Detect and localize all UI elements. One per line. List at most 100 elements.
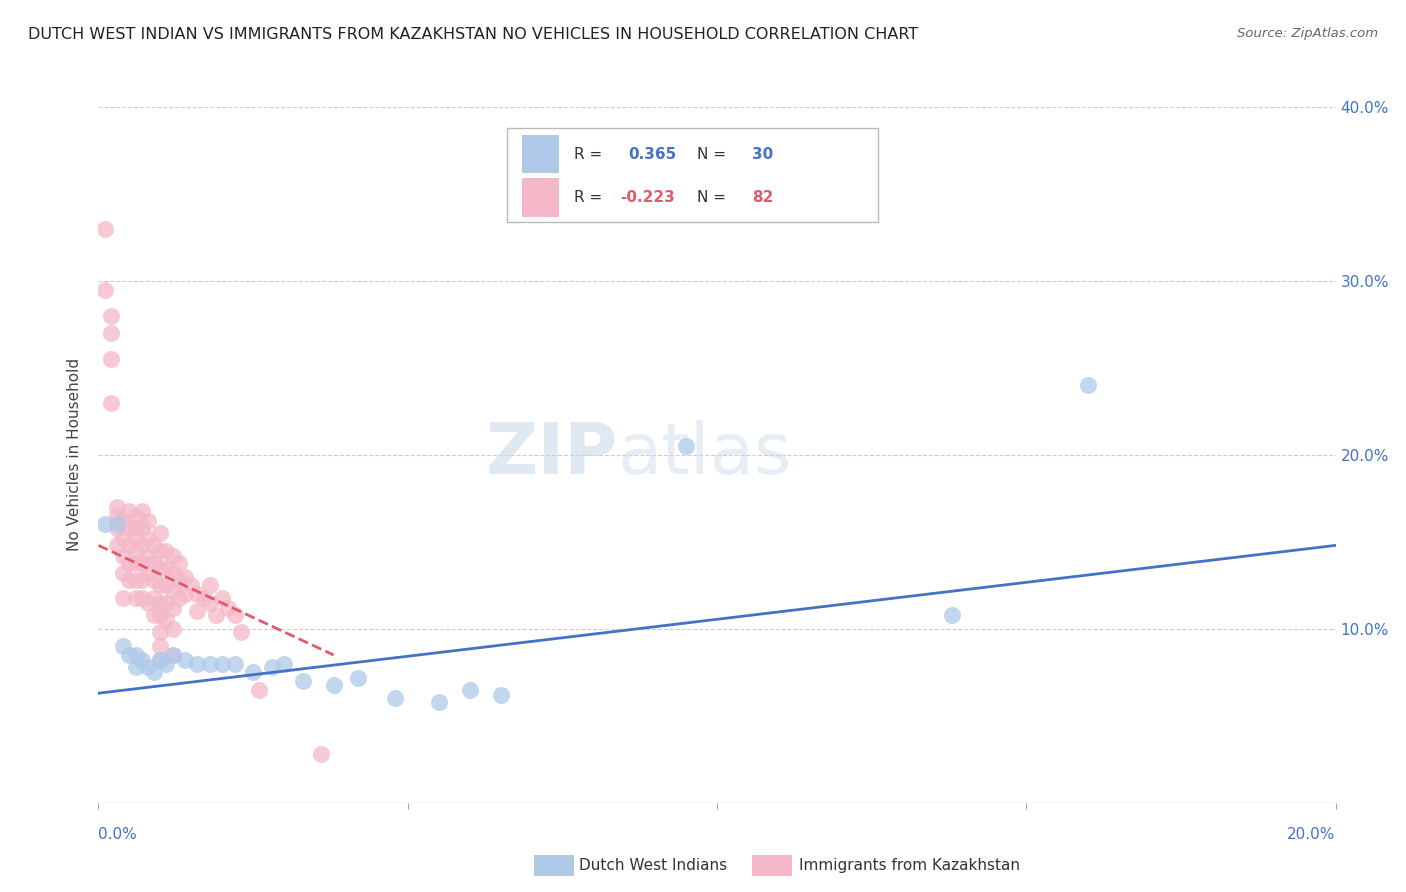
FancyBboxPatch shape <box>522 178 558 217</box>
Point <box>118 503 141 517</box>
Text: 0.365: 0.365 <box>628 147 676 161</box>
Point <box>112 566 135 581</box>
Point <box>112 591 135 605</box>
Point <box>124 591 146 605</box>
Point <box>167 591 190 605</box>
Point <box>174 653 197 667</box>
Point <box>149 653 172 667</box>
Point <box>124 648 146 662</box>
Point <box>118 648 141 662</box>
Text: 0.0%: 0.0% <box>98 827 138 841</box>
Point <box>675 439 697 453</box>
Point <box>247 682 270 697</box>
Text: R =: R = <box>574 147 606 161</box>
FancyBboxPatch shape <box>506 128 877 222</box>
Text: N =: N = <box>697 147 731 161</box>
Point <box>143 538 166 552</box>
Point <box>118 573 141 587</box>
Point <box>155 578 177 592</box>
Point <box>198 657 221 671</box>
Text: 82: 82 <box>752 190 773 205</box>
Point <box>162 566 184 581</box>
Point <box>118 521 141 535</box>
Point <box>124 556 146 570</box>
Point <box>143 607 166 622</box>
Point <box>309 747 332 761</box>
Text: 20.0%: 20.0% <box>1288 827 1336 841</box>
Point <box>224 657 246 671</box>
Point <box>100 396 122 410</box>
Point <box>131 573 153 587</box>
Point <box>149 526 172 541</box>
Point <box>149 607 172 622</box>
Point <box>186 605 208 619</box>
Point <box>162 549 184 563</box>
Point <box>143 591 166 605</box>
Point <box>489 688 512 702</box>
Point <box>149 625 172 640</box>
Point <box>124 573 146 587</box>
Point <box>322 677 344 691</box>
Point <box>162 648 184 662</box>
Point <box>100 309 122 323</box>
Point <box>136 549 159 563</box>
Text: -0.223: -0.223 <box>620 190 675 205</box>
Text: R =: R = <box>574 190 606 205</box>
Point <box>174 570 197 584</box>
Point <box>211 591 233 605</box>
Point <box>105 521 128 535</box>
Point <box>162 583 184 598</box>
Point <box>143 556 166 570</box>
Point <box>149 543 172 558</box>
Point <box>143 665 166 680</box>
Point <box>112 532 135 546</box>
Point <box>112 549 135 563</box>
Point <box>186 657 208 671</box>
Text: ZIP: ZIP <box>486 420 619 490</box>
Point <box>149 653 172 667</box>
Point <box>198 596 221 610</box>
Point <box>93 517 115 532</box>
Point <box>131 538 153 552</box>
Point <box>124 532 146 546</box>
Point <box>131 653 153 667</box>
Point <box>205 607 228 622</box>
Point <box>291 674 314 689</box>
Point <box>118 556 141 570</box>
Point <box>167 573 190 587</box>
Point <box>193 591 215 605</box>
Point <box>131 591 153 605</box>
Point <box>93 221 115 235</box>
Point <box>136 566 159 581</box>
Text: Source: ZipAtlas.com: Source: ZipAtlas.com <box>1237 27 1378 40</box>
Point <box>186 587 208 601</box>
Point <box>273 657 295 671</box>
Text: N =: N = <box>697 190 731 205</box>
Point <box>100 352 122 367</box>
Point <box>242 665 264 680</box>
Y-axis label: No Vehicles in Household: No Vehicles in Household <box>67 359 83 551</box>
Point <box>136 596 159 610</box>
Point <box>105 538 128 552</box>
Point <box>124 521 146 535</box>
Point <box>93 283 115 297</box>
Point <box>112 514 135 528</box>
Point <box>155 543 177 558</box>
Point <box>941 607 963 622</box>
Point <box>131 521 153 535</box>
Point <box>136 514 159 528</box>
Point <box>136 532 159 546</box>
Point <box>162 622 184 636</box>
Point <box>217 601 239 615</box>
Point <box>105 500 128 514</box>
Point <box>149 561 172 575</box>
Text: DUTCH WEST INDIAN VS IMMIGRANTS FROM KAZAKHSTAN NO VEHICLES IN HOUSEHOLD CORRELA: DUTCH WEST INDIAN VS IMMIGRANTS FROM KAZ… <box>28 27 918 42</box>
Point <box>124 660 146 674</box>
Point <box>229 625 252 640</box>
Point <box>198 578 221 592</box>
Point <box>155 596 177 610</box>
Point <box>458 682 481 697</box>
Point <box>149 639 172 653</box>
Text: atlas: atlas <box>619 420 793 490</box>
Point <box>149 596 172 610</box>
